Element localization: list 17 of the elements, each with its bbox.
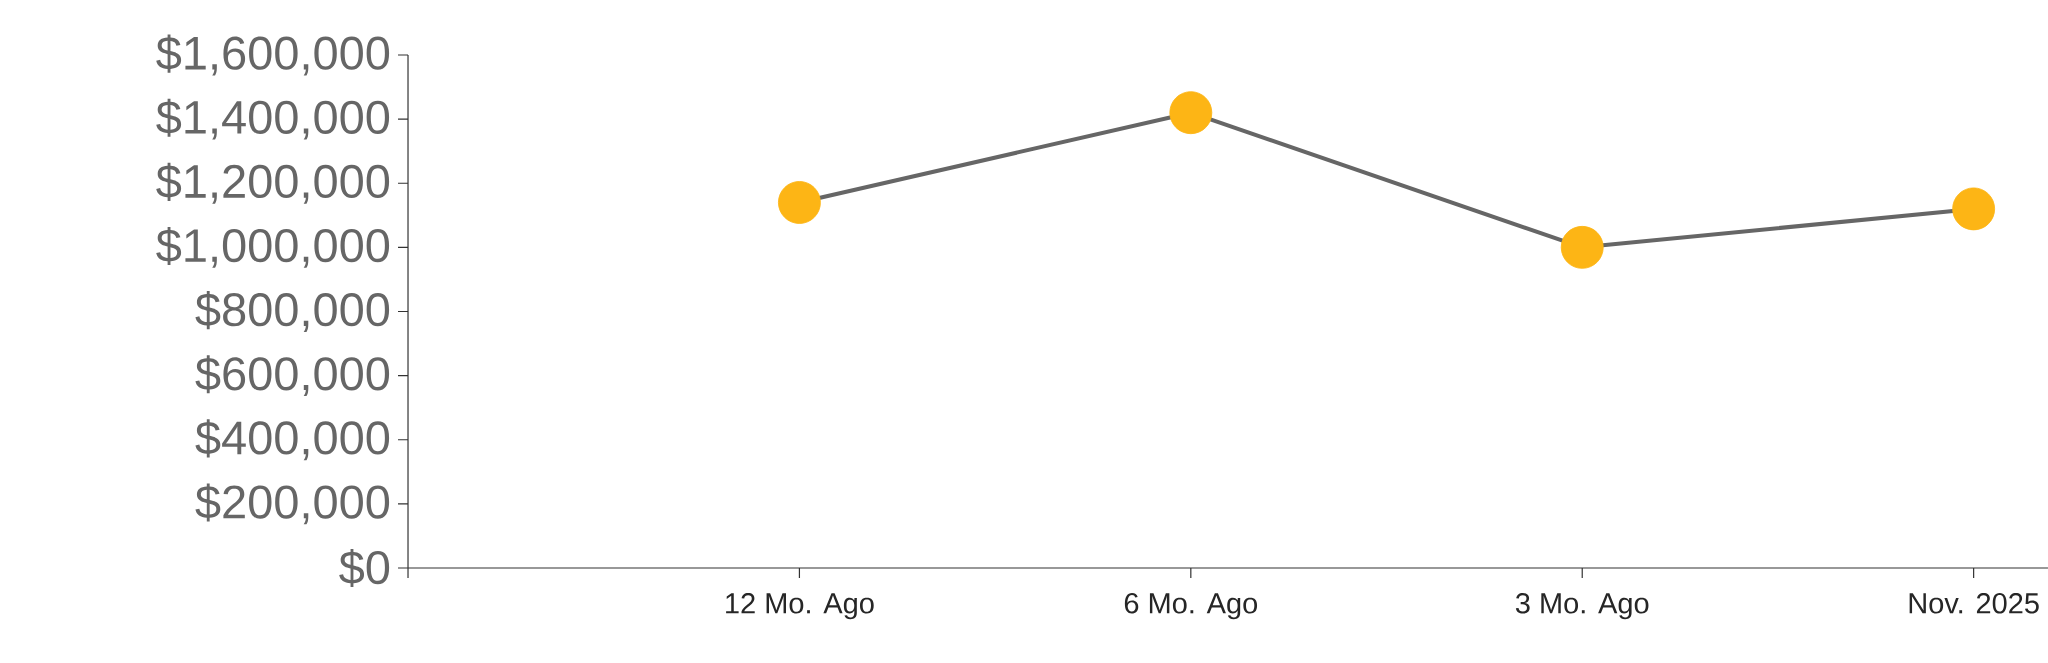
y-tick-label: $1,000,000: [156, 226, 390, 268]
x-tick-label: 3 Mo. Ago: [1515, 593, 1649, 620]
x-tick-label: Nov. 2025: [1909, 593, 2039, 614]
y-tick-label: $0: [339, 548, 390, 588]
y-tick-label: $1,400,000: [156, 98, 390, 140]
y-tick-label: $200,000: [195, 483, 390, 525]
y-tick-label: $600,000: [195, 355, 390, 397]
x-tick-label: 6 Mo. Ago: [1124, 593, 1258, 620]
y-tick-label: $1,200,000: [156, 162, 390, 204]
y-tick-label: $400,000: [195, 419, 390, 461]
point: [1169, 91, 1213, 135]
x-tick-label: 12 Mo. Ago: [726, 593, 874, 620]
point: [778, 181, 821, 224]
y-tick-label: $800,000: [195, 291, 390, 332]
point: [1952, 187, 1996, 231]
y-tick-label: $1,600,000: [156, 34, 390, 76]
point: [1560, 225, 1604, 269]
